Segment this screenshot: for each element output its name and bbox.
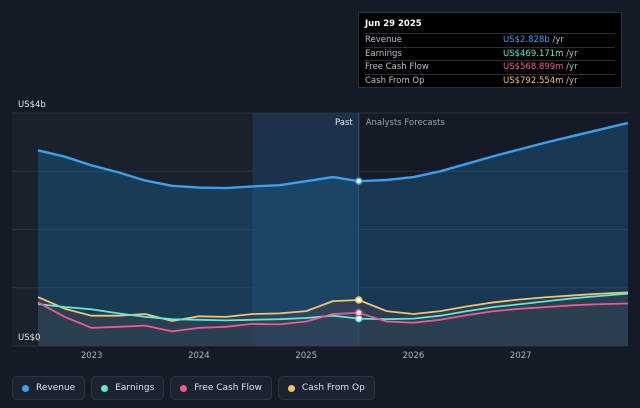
series-line-free-cash-flow — [37, 301, 629, 333]
series-line-earnings — [37, 292, 629, 322]
legend: Revenue Earnings Free Cash Flow Cash Fro… — [12, 376, 375, 400]
legend-item-earnings[interactable]: Earnings — [91, 376, 165, 400]
revenue-area — [38, 122, 628, 347]
x-tick-label: 2025 — [295, 351, 317, 361]
tooltip-value: US$2.828b — [503, 35, 550, 45]
series-line-revenue — [37, 121, 629, 190]
x-tick-label: 2027 — [510, 351, 532, 361]
legend-label: Earnings — [115, 383, 155, 393]
legend-item-free-cash-flow[interactable]: Free Cash Flow — [170, 376, 272, 400]
tooltip-row-revenue: Revenue US$2.828b /yr — [365, 33, 615, 47]
data-point-marker — [354, 309, 363, 317]
x-tick-label: 2026 — [403, 351, 425, 361]
legend-label: Free Cash Flow — [194, 383, 262, 393]
tooltip-label: Earnings — [365, 48, 402, 59]
legend-label: Cash From Op — [301, 383, 365, 393]
cash-area — [38, 292, 628, 346]
forecast-label: Analysts Forecasts — [366, 118, 446, 128]
past-label: Past — [335, 118, 353, 128]
tooltip-unit: /yr — [566, 75, 578, 86]
legend-label: Revenue — [36, 383, 76, 393]
tooltip-unit: /yr — [552, 35, 564, 45]
tooltip-row-cash-from-op: Cash From Op US$792.554m /yr — [365, 73, 615, 88]
tooltip-value: US$792.554m — [503, 75, 564, 86]
y-axis-top-label: US$4b — [18, 100, 46, 110]
cash-from-op-dot-icon — [287, 384, 295, 392]
data-point-marker — [354, 296, 363, 304]
tooltip-value: US$568.899m — [503, 62, 564, 72]
tooltip: Jun 29 2025 Revenue US$2.828b /yr Earnin… — [358, 12, 622, 88]
tooltip-row-free-cash-flow: Free Cash Flow US$568.899m /yr — [365, 60, 615, 74]
tooltip-date: Jun 29 2025 — [365, 19, 422, 29]
y-axis-bottom-label: US$0 — [18, 333, 40, 343]
tooltip-label: Free Cash Flow — [365, 62, 429, 72]
data-point-marker — [354, 177, 363, 185]
tooltip-unit: /yr — [566, 62, 578, 72]
x-tick-label: 2023 — [81, 351, 103, 361]
free-cash-flow-dot-icon — [180, 384, 188, 392]
legend-item-cash-from-op[interactable]: Cash From Op — [277, 376, 375, 400]
revenue-dot-icon — [22, 384, 29, 392]
series-line-cash-from-op — [37, 291, 629, 322]
earnings-dot-icon — [101, 384, 109, 392]
tooltip-label: Cash From Op — [365, 75, 425, 86]
tooltip-value: US$469.171m — [503, 48, 564, 59]
tooltip-label: Revenue — [365, 35, 403, 45]
x-tick-label: 2024 — [188, 351, 210, 361]
tooltip-row-earnings: Earnings US$469.171m /yr — [365, 46, 615, 61]
legend-item-revenue[interactable]: Revenue — [12, 376, 86, 400]
tooltip-unit: /yr — [566, 48, 578, 59]
